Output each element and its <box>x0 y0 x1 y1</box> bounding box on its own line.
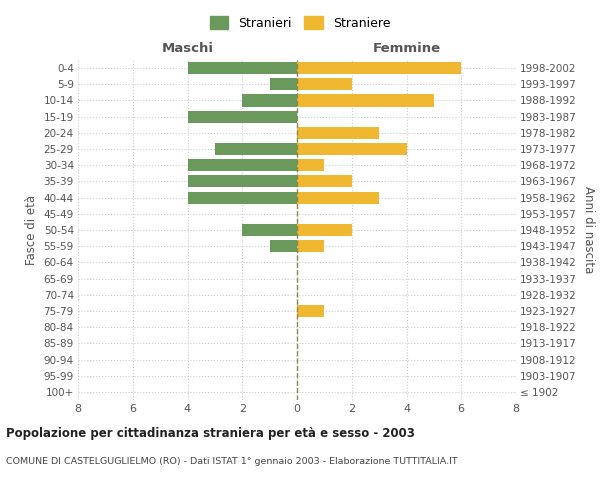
Y-axis label: Anni di nascita: Anni di nascita <box>583 186 595 274</box>
Bar <box>297 176 352 188</box>
Bar <box>297 78 352 90</box>
Bar <box>297 192 379 203</box>
Bar <box>242 224 297 236</box>
Bar <box>297 94 434 106</box>
Legend: Stranieri, Straniere: Stranieri, Straniere <box>205 11 395 35</box>
Bar <box>297 159 325 172</box>
Bar <box>297 62 461 74</box>
Bar <box>242 94 297 106</box>
Bar <box>188 159 297 172</box>
Text: Maschi: Maschi <box>161 42 214 55</box>
Bar <box>188 176 297 188</box>
Bar <box>297 240 325 252</box>
Bar <box>188 110 297 122</box>
Text: Femmine: Femmine <box>373 42 440 55</box>
Bar <box>297 224 352 236</box>
Bar <box>188 62 297 74</box>
Y-axis label: Fasce di età: Fasce di età <box>25 195 38 265</box>
Text: Popolazione per cittadinanza straniera per età e sesso - 2003: Popolazione per cittadinanza straniera p… <box>6 428 415 440</box>
Bar <box>297 127 379 139</box>
Bar <box>188 192 297 203</box>
Text: COMUNE DI CASTELGUGLIELMO (RO) - Dati ISTAT 1° gennaio 2003 - Elaborazione TUTTI: COMUNE DI CASTELGUGLIELMO (RO) - Dati IS… <box>6 458 458 466</box>
Bar <box>215 143 297 155</box>
Bar <box>297 305 325 317</box>
Bar <box>269 240 297 252</box>
Bar <box>297 143 407 155</box>
Bar <box>269 78 297 90</box>
